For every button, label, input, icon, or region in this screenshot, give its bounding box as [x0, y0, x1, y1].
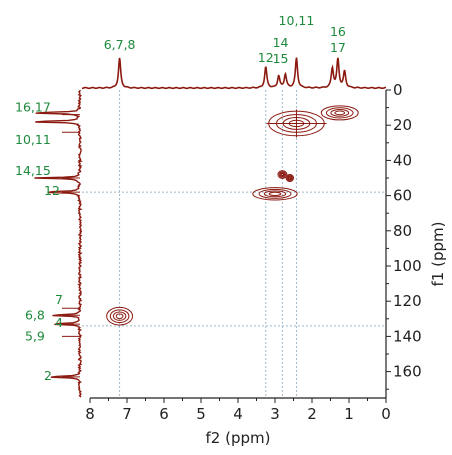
x-tick-label: 6 — [159, 405, 169, 423]
carbon-peak-label: 10,11 — [15, 132, 51, 147]
y-tick-label: 160 — [393, 363, 422, 381]
y-tick-label: 120 — [393, 292, 422, 310]
x-tick-label: 7 — [122, 405, 132, 423]
y-tick-label: 0 — [393, 81, 403, 99]
x-tick-label: 1 — [344, 405, 354, 423]
carbon-peak-label: 12 — [44, 183, 60, 198]
proton-peak-label: 17 — [330, 40, 346, 55]
cross-peak-contours — [106, 105, 359, 326]
cross-peak-contour — [263, 190, 287, 198]
guide-lines — [78, 90, 386, 398]
carbon-peak-label: 2 — [44, 368, 52, 383]
proton-peak-label: 10,11 — [279, 13, 315, 28]
y-tick-label: 80 — [393, 222, 412, 240]
cross-peak-contour — [109, 309, 130, 324]
cross-peak-contour — [286, 174, 293, 182]
proton-peak-label: 6,7,8 — [104, 37, 136, 52]
y-tick-label: 40 — [393, 151, 412, 169]
cross-peak-contour — [115, 313, 124, 319]
x-axis-title: f2 (ppm) — [206, 429, 271, 447]
cross-peak-contour — [252, 187, 298, 201]
cross-peak-contour — [285, 173, 294, 183]
x-tick-label: 0 — [381, 405, 391, 423]
cross-peak-contour — [112, 311, 127, 321]
proton-peak-label: 16 — [330, 24, 346, 39]
cross-peak-contour — [280, 172, 285, 176]
cross-peak-contour — [287, 175, 293, 181]
x-tick-label: 2 — [307, 405, 317, 423]
cross-peak-contour — [288, 176, 292, 180]
cross-peak-contour — [268, 191, 282, 196]
cross-peak-contour — [330, 109, 350, 117]
peak-labels: 6,7,812141510,11161716,1710,1114,151276,… — [15, 13, 346, 383]
carbon-peak-label: 16,17 — [15, 100, 51, 115]
cross-peak-contour — [258, 188, 292, 199]
x-tick-label: 8 — [85, 405, 95, 423]
carbon-spectrum-trace — [34, 89, 83, 398]
cross-peak-contour — [279, 172, 286, 177]
x-tick-label: 5 — [196, 405, 206, 423]
y-axis-title: f1 (ppm) — [429, 222, 447, 287]
proton-peak-label: 14 — [273, 35, 289, 50]
carbon-peak-label: 4 — [55, 315, 63, 330]
cross-peak-contour — [278, 171, 287, 178]
cross-peak-contour — [320, 105, 359, 121]
y-tick-label: 100 — [393, 257, 422, 275]
y-tick-label: 140 — [393, 327, 422, 345]
carbon-peak-label: 6,8 — [25, 307, 45, 322]
x-tick-label: 3 — [270, 405, 280, 423]
proton-peak-label: 15 — [273, 51, 289, 66]
proton-peak-label: 12 — [258, 50, 274, 65]
proton-spectrum-trace — [82, 57, 386, 90]
cross-peak-contour — [325, 107, 354, 119]
x-tick-label: 4 — [233, 405, 243, 423]
cross-peak-contour — [277, 170, 288, 179]
carbon-peak-label: 5,9 — [25, 328, 45, 343]
y-tick-label: 60 — [393, 187, 412, 205]
cross-peak-contour — [334, 110, 346, 116]
cross-peak-contour — [106, 306, 134, 326]
carbon-peak-label: 14,15 — [15, 163, 51, 178]
carbon-peak-label: 7 — [55, 292, 63, 307]
y-tick-label: 20 — [393, 116, 412, 134]
